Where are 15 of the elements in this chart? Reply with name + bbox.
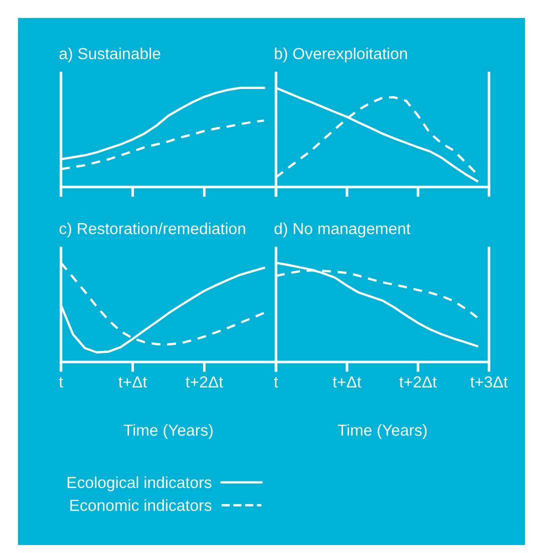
- x-axis-title: Time (Years): [338, 424, 427, 439]
- x-axis-title: Time (Years): [124, 424, 213, 439]
- x-tick-label: t: [59, 377, 64, 388]
- x-tick-label: t+2Δt: [399, 376, 437, 388]
- x-tick-label: t+3Δt: [470, 376, 508, 388]
- chart-title: a) Sustainable: [60, 48, 160, 62]
- legend-label: Ecological indicators: [68, 476, 212, 492]
- x-tick-label: t+Δt: [332, 376, 362, 388]
- legend-label: Economic indicators: [70, 499, 212, 511]
- x-tick-label: t: [274, 377, 278, 388]
- x-tick-label: t+2Δt: [186, 376, 224, 388]
- chart-title: c) Restoration/remediation: [60, 222, 246, 238]
- chart-title: d) No management: [274, 222, 410, 238]
- x-tick-label: t+Δt: [118, 376, 147, 388]
- chart-title: b) Overexploitation: [274, 48, 407, 62]
